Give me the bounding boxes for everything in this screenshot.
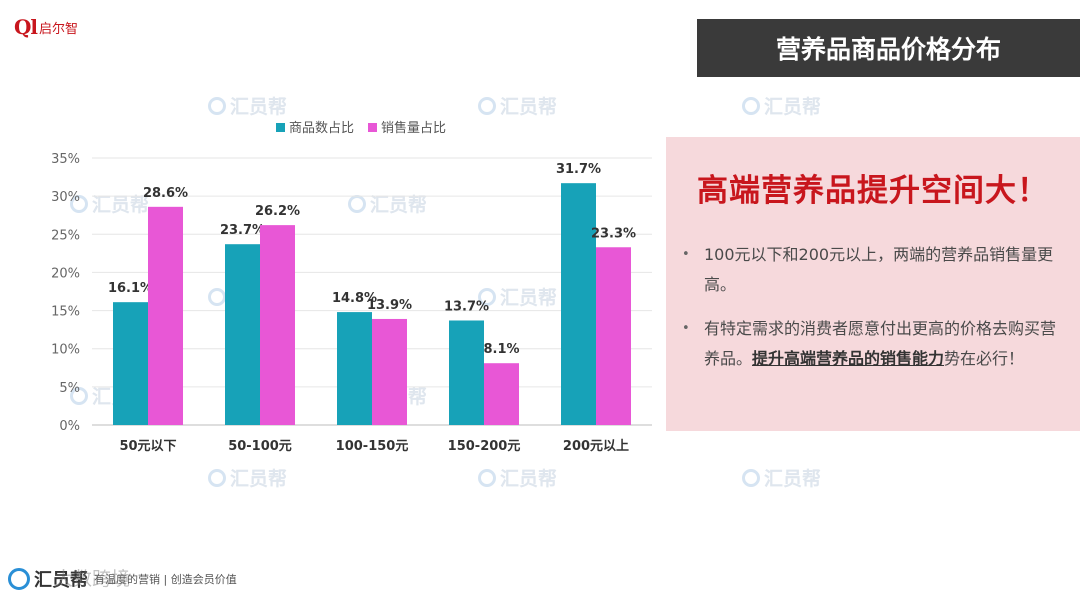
y-tick-label: 10% (51, 343, 80, 358)
logo-name: 启尔智 (39, 21, 79, 37)
watermark: 汇员帮 (742, 464, 821, 491)
legend-swatch (276, 123, 285, 132)
y-tick-label: 30% (51, 190, 80, 205)
footer-tagline: 有温度的营销 | 创造会员价值 (94, 573, 237, 586)
bar-products (225, 244, 260, 425)
watermark: 汇员帮 (742, 92, 821, 119)
watermark-icon (478, 96, 496, 115)
page-title: 营养品商品价格分布 (697, 19, 1080, 77)
insight-headline: 高端营养品提升空间大！ (697, 173, 1049, 209)
watermark-icon (70, 194, 88, 213)
insight-text: 100元以下和200元以上，两端的营养品销售量更高。 (704, 245, 1054, 294)
y-tick-label: 0% (59, 419, 80, 434)
insight-item: • 有特定需求的消费者愿意付出更高的价格去购买营养品。提升高端营养品的销售能力势… (682, 314, 1058, 374)
watermark: 汇员帮 (208, 464, 287, 491)
watermark-icon (70, 386, 88, 405)
insight-list: • 100元以下和200元以上，两端的营养品销售量更高。 • 有特定需求的消费者… (682, 240, 1058, 374)
watermark: 汇员帮 (70, 190, 149, 217)
watermark: 汇员帮 (208, 92, 287, 119)
brand-logo: Ql 启尔智 (14, 14, 78, 40)
watermark-icon (742, 468, 760, 487)
data-label: 26.2% (255, 204, 300, 219)
data-label: 13.9% (367, 298, 412, 313)
y-tick-label: 15% (51, 305, 80, 320)
data-label: 31.7% (556, 162, 601, 177)
x-tick-label: 50-100元 (228, 439, 292, 454)
bar-products (449, 320, 484, 425)
data-label: 13.7% (444, 299, 489, 314)
insight-text: 有特定需求的消费者愿意付出更高的价格去购买营养品。 (704, 319, 1057, 368)
watermark-icon (208, 96, 226, 115)
footer-overlay-watermark: 大数跨境 (54, 568, 131, 590)
insight-panel: 高端营养品提升空间大！ • 100元以下和200元以上，两端的营养品销售量更高。… (666, 137, 1080, 431)
bar-sales (372, 318, 407, 425)
legend-swatch (368, 123, 377, 132)
legend-label: 销售量占比 (381, 120, 446, 136)
data-label: 16.1% (108, 281, 153, 296)
y-tick-label: 25% (51, 228, 80, 243)
bar-products (113, 302, 148, 425)
y-tick-label: 35% (51, 152, 80, 167)
insight-emphasis: 提升高端营养品的销售能力 (752, 349, 945, 368)
bar-sales (596, 247, 631, 425)
watermark-icon (742, 96, 760, 115)
watermark: 汇员帮 (478, 92, 557, 119)
x-tick-label: 100-150元 (336, 439, 409, 454)
bullet-icon: • (682, 321, 690, 336)
data-label: 8.1% (483, 342, 519, 357)
watermark-icon (208, 287, 226, 306)
x-tick-label: 200元以上 (563, 439, 629, 454)
data-label: 14.8% (332, 291, 377, 306)
data-label: 28.6% (143, 186, 188, 201)
footer-logo-icon (8, 568, 30, 590)
y-tick-label: 20% (51, 266, 80, 281)
insight-item: • 100元以下和200元以上，两端的营养品销售量更高。 (682, 240, 1058, 300)
bar-products (337, 312, 372, 425)
bullet-icon: • (682, 247, 690, 262)
legend-label: 商品数占比 (289, 121, 354, 136)
watermark-icon (478, 468, 496, 487)
x-tick-label: 50元以下 (119, 439, 176, 454)
watermark: 汇员帮 (478, 464, 557, 491)
footer: 汇员帮 有温度的营销 | 创造会员价值 大数跨境 (8, 566, 237, 592)
x-tick-label: 150-200元 (448, 439, 521, 454)
bar-sales (484, 363, 519, 425)
watermark: 汇员帮 (478, 283, 557, 310)
footer-brand: 汇员帮 (34, 570, 88, 591)
insight-text-suffix: 势在必行！ (944, 349, 1025, 368)
bar-products (561, 183, 596, 425)
bar-sales (148, 206, 183, 425)
logo-mark: Ql (14, 15, 38, 39)
bar-sales (260, 225, 295, 425)
watermark-icon (208, 468, 226, 487)
data-label: 23.3% (591, 226, 636, 241)
watermark-icon (478, 287, 496, 306)
y-tick-label: 5% (59, 381, 80, 396)
data-label: 23.7% (220, 223, 265, 238)
